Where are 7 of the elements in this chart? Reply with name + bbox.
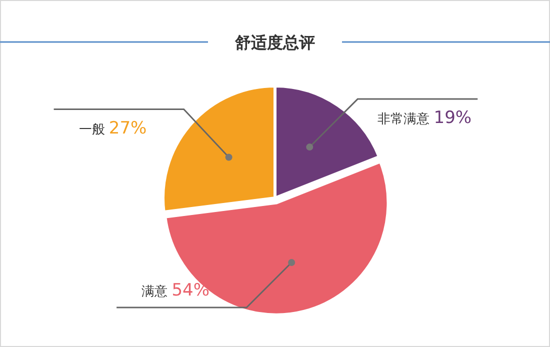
data-label: 27% xyxy=(108,118,147,138)
slice-label: 一般 xyxy=(78,122,109,138)
slice-label: 非常满意 xyxy=(378,112,434,128)
data-label: 54% xyxy=(172,280,210,301)
chart-title: 舒适度总评 xyxy=(234,33,315,52)
slice-label: 满意 xyxy=(142,284,172,300)
data-label: 19% xyxy=(434,108,472,128)
